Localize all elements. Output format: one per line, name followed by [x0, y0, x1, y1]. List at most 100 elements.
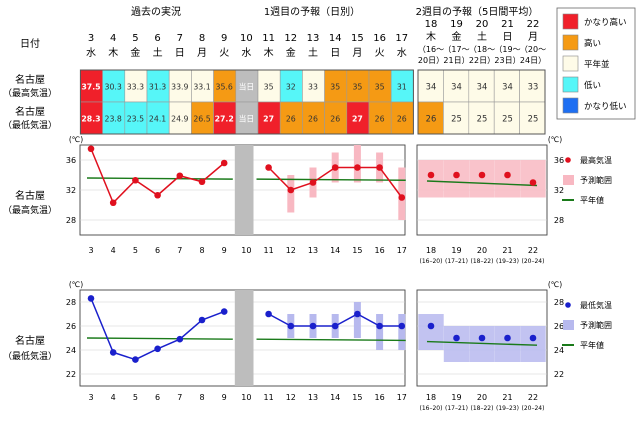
chart-unit-left: (℃)	[69, 135, 83, 144]
legend-label-vl: かなり低い	[584, 101, 627, 112]
forecast-point	[398, 322, 406, 330]
legend-point-marker	[565, 302, 571, 308]
observed-point	[176, 172, 184, 180]
x-tick-label: 13	[308, 246, 318, 255]
forecast-range-bar	[353, 145, 361, 183]
week2-x-range-label: (17–21)	[445, 405, 468, 412]
x-tick-label: 15	[352, 393, 362, 402]
chart-title-type: （最高気温）	[3, 204, 57, 216]
row-label-city: 名古屋	[15, 73, 45, 86]
table-cell-value: 24.1	[149, 115, 166, 124]
row-label-type: （最高気温）	[3, 87, 57, 99]
legend-label: 予測範囲	[580, 320, 612, 330]
legend-label: 最低気温	[580, 300, 612, 310]
legend-label: 平年値	[580, 340, 604, 350]
week2-table-cell-value: 26	[426, 114, 437, 124]
y-tick-label-right: 28	[554, 216, 564, 225]
x-tick-label: 16	[375, 393, 385, 402]
forecast-point	[287, 322, 295, 330]
forecast-point	[331, 164, 339, 171]
week2-period-start: （20〜	[520, 45, 546, 54]
table-cell-value: 27	[263, 115, 274, 124]
table-cell-value: 35	[352, 83, 362, 92]
x-tick-label: 7	[177, 393, 182, 402]
forecast-point	[354, 164, 361, 171]
x-tick-label: 17	[397, 246, 407, 255]
legend-range-marker	[563, 320, 574, 330]
chart-title-type: （最低気温）	[3, 350, 57, 362]
observed-point	[176, 335, 184, 343]
table-cell-value: 27	[352, 115, 363, 124]
day-number: 5	[132, 33, 138, 44]
week2-day-weekday: 木	[426, 31, 436, 43]
normal-line-week2	[426, 180, 538, 187]
y-tick-label-left: 28	[66, 216, 76, 225]
week2-range-box	[520, 160, 546, 198]
table-cell-value: 31.3	[149, 83, 166, 92]
week2-table-cell	[493, 69, 520, 103]
week2-period-start: （18〜	[469, 45, 495, 54]
week2-x-range-label: (16–20)	[420, 405, 443, 412]
day-weekday: 火	[375, 47, 385, 59]
legend-point-marker	[565, 157, 571, 163]
day-weekday: 金	[286, 46, 296, 59]
week2-point	[529, 334, 537, 342]
week2-day-number: 20	[476, 19, 489, 30]
x-tick-label: 7	[177, 246, 182, 255]
week2-x-range-label: (20–24)	[522, 258, 545, 265]
table-cell-value: 23.5	[127, 115, 144, 124]
table-cell-value: 26	[308, 115, 318, 124]
normal-line-past	[86, 177, 233, 180]
forecast-point	[287, 186, 295, 194]
day-number: 16	[373, 33, 386, 44]
week2-table-cell-value: 25	[451, 114, 462, 124]
table-cell-value: 33	[308, 83, 318, 92]
week2-range-box	[443, 326, 470, 362]
legend-label: 予測範囲	[580, 175, 612, 185]
legend-label-vh: かなり高い	[584, 17, 627, 28]
y-tick-label-right: 22	[554, 370, 564, 379]
observed-point	[109, 199, 117, 207]
week2-table-cell	[443, 69, 470, 103]
week2-x-range-label: (18–22)	[471, 405, 494, 412]
day-weekday: 木	[108, 47, 118, 59]
week2-day-number: 19	[450, 19, 463, 30]
week2-period-end: 20日）	[418, 56, 444, 65]
week2-point	[504, 171, 511, 179]
day-weekday: 日	[175, 48, 185, 59]
week2-table-cell-value: 33	[528, 82, 539, 92]
day-number: 17	[395, 33, 408, 44]
forecast-range-bar	[398, 314, 406, 350]
y-tick-label-left: 26	[66, 322, 76, 331]
x-tick-label: 16	[375, 246, 385, 255]
x-tick-label: 8	[199, 393, 204, 402]
forecast-point	[265, 310, 272, 318]
row-label-type: （最低気温）	[3, 119, 57, 131]
chart-title-city: 名古屋	[15, 189, 45, 202]
y-tick-label-left: 32	[66, 186, 76, 195]
day-weekday: 日	[330, 48, 340, 59]
forecast-range-bar	[398, 167, 406, 220]
day-number: 8	[199, 33, 205, 44]
y-tick-label-left: 36	[66, 156, 76, 165]
y-tick-label-right: 26	[554, 322, 564, 331]
week2-table-cell-value: 34	[477, 82, 488, 92]
week2-x-tick-label: 19	[451, 246, 461, 255]
day-weekday: 水	[86, 47, 96, 59]
week2-range-box	[418, 160, 444, 198]
legend-label-h: 高い	[584, 38, 601, 49]
chart-unit-left: (℃)	[69, 280, 83, 289]
week2-point	[478, 334, 486, 342]
section-title-past: 過去の実況	[131, 5, 181, 18]
week2-table-cell-value: 25	[502, 114, 513, 124]
forecast-range-bar	[376, 314, 384, 350]
day-number: 4	[110, 33, 116, 44]
section-title-week1: 1週目の予報（日別）	[264, 6, 360, 18]
x-tick-label: 12	[286, 246, 296, 255]
day-weekday: 土	[308, 46, 318, 59]
week2-range-box	[494, 160, 521, 198]
forecast-point	[376, 322, 383, 330]
normal-line-past	[86, 337, 233, 340]
table-cell-value: 33.1	[193, 83, 210, 92]
